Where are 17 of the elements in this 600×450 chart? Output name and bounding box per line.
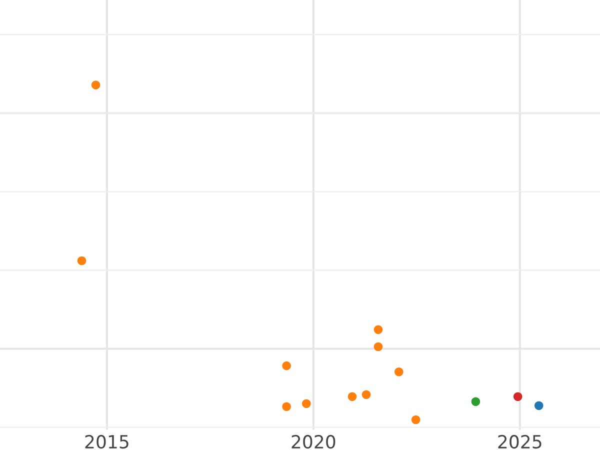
point <box>374 342 383 352</box>
x-tick-label: 2020 <box>292 434 336 449</box>
point <box>91 80 100 90</box>
point <box>534 401 544 410</box>
point <box>282 402 291 412</box>
point <box>282 361 291 370</box>
point <box>362 390 371 399</box>
point <box>374 325 383 334</box>
point <box>302 399 311 408</box>
point <box>77 256 86 266</box>
point <box>471 397 480 406</box>
point <box>513 392 522 402</box>
x-tick-label: 2015 <box>85 434 128 449</box>
point <box>394 367 404 376</box>
point <box>411 415 420 424</box>
point <box>348 392 357 402</box>
x-tick-label: 2025 <box>498 434 542 449</box>
